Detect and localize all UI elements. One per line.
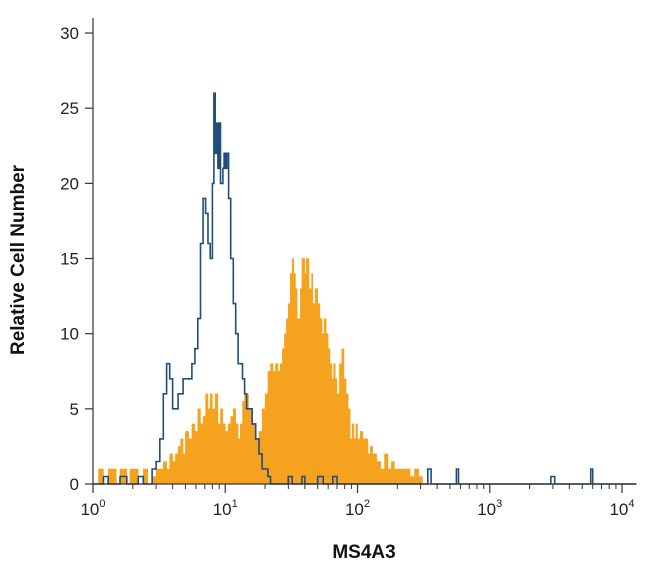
x-tick-label: 101	[213, 498, 238, 519]
plot-area: 0 5 10 15 20 25 30 100 101 102 103 104	[60, 18, 637, 519]
y-tick-label: 20	[60, 174, 79, 193]
histogram-series-filled	[93, 258, 427, 485]
y-tick-label: 30	[60, 24, 79, 43]
y-tick-label: 0	[70, 475, 79, 494]
x-tick-label: 102	[345, 498, 370, 519]
y-tick-label: 10	[60, 325, 79, 344]
y-axis-ticks: 0 5 10 15 20 25 30	[60, 24, 93, 494]
x-tick-label: 100	[80, 498, 105, 519]
y-tick-label: 5	[70, 400, 79, 419]
y-tick-label: 25	[60, 99, 79, 118]
x-axis-title: MS4A3	[332, 542, 395, 563]
series-layer	[93, 92, 637, 485]
y-tick-label: 15	[60, 250, 79, 269]
histogram-series-outline	[93, 92, 637, 485]
x-tick-label: 103	[477, 498, 502, 519]
x-axis-ticks: 100 101 102 103 104	[80, 484, 635, 519]
y-axis-title: Relative Cell Number	[8, 164, 29, 355]
x-tick-label: 104	[609, 498, 634, 519]
